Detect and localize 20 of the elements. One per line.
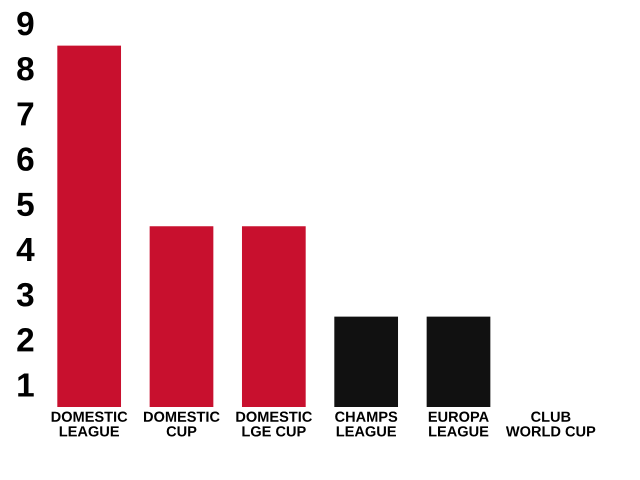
- x-tick-label: EUROPA LEAGUE: [428, 412, 489, 437]
- y-tick-label: 9: [17, 12, 34, 36]
- y-tick-label: 5: [17, 192, 34, 216]
- y-tick-label: 2: [17, 328, 34, 352]
- y-tick-label: 1: [18, 374, 34, 396]
- y-tick-label: 4: [16, 238, 34, 261]
- y-tick-label: 7: [18, 102, 34, 126]
- bar: [334, 316, 398, 407]
- x-tick-label: DOMESTIC LEAGUE: [52, 412, 128, 437]
- x-tick-label: CLUB WORLD CUP: [506, 412, 596, 437]
- y-tick-label: 8: [17, 56, 34, 81]
- y-tick-label: 6: [17, 147, 34, 171]
- bar: [426, 316, 490, 407]
- x-tick-label: DOMESTIC LGE CUP: [236, 412, 312, 437]
- x-tick-label: DOMESTIC CUP: [144, 412, 220, 437]
- y-tick-label: 3: [16, 282, 34, 307]
- x-tick-label: CHAMPS LEAGUE: [335, 412, 398, 437]
- bar: [57, 46, 122, 407]
- bar: [242, 226, 306, 407]
- bar: [150, 226, 214, 407]
